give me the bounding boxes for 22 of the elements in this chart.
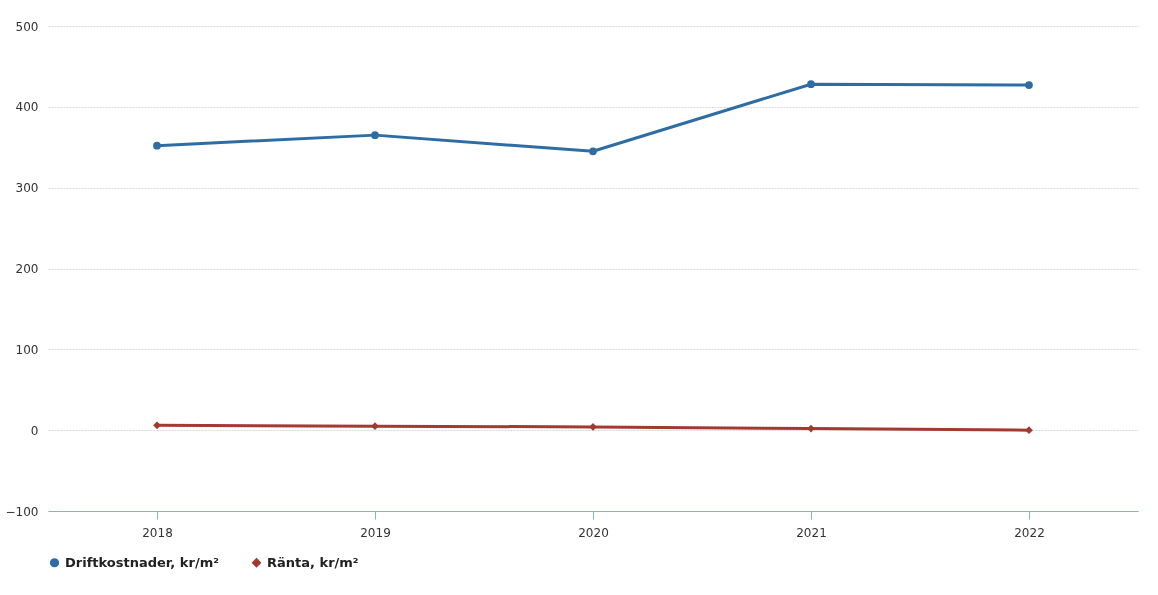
y-tick-label: 300 [15,181,39,196]
x-tick-label: 2018 [142,525,173,540]
point [153,421,161,430]
x-tick-label: 2019 [360,525,391,540]
y-tick-label: 0 [30,423,39,438]
legend-label: Ränta, kr/m² [267,554,359,570]
y-tick-label: 200 [15,262,39,276]
x-tick-label: 2021 [796,525,827,540]
point [589,147,597,156]
y-tick-label: 500 [15,19,39,34]
point [1025,426,1033,435]
point [807,424,815,433]
y-tick-label: −100 [5,504,39,519]
y-tick-label: 100 [15,342,39,357]
point [807,80,815,89]
point [153,141,161,150]
legend-label: Driftkostnader, kr/m² [65,554,219,570]
x-tick-label: 2022 [1014,525,1045,540]
y-tick-label: 400 [15,100,39,115]
x-tick-label: 2020 [578,525,609,540]
point [371,131,379,139]
point [1025,81,1033,89]
